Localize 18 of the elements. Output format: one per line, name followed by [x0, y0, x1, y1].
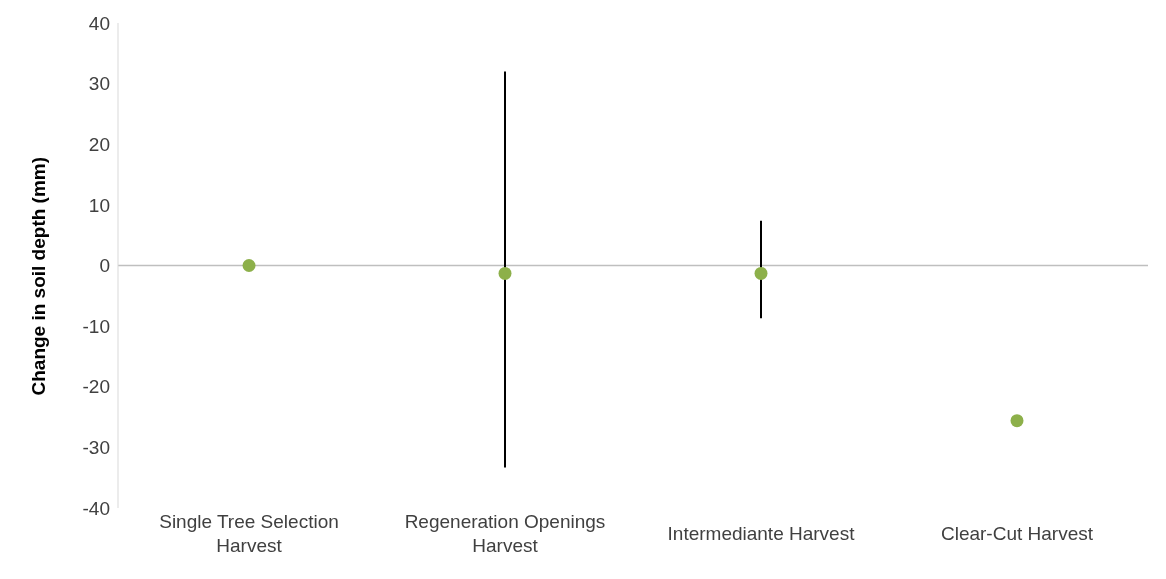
- x-tick-label: Clear-Cut Harvest: [940, 523, 1094, 544]
- point: [498, 266, 512, 280]
- x-tick-label: Regeneration Openings Harvest: [404, 511, 606, 556]
- y-tick-label: -10: [82, 315, 110, 337]
- point: [242, 259, 256, 272]
- y-tick-label: 10: [88, 194, 110, 216]
- y-tick-label: -40: [82, 497, 110, 519]
- point: [1010, 414, 1024, 428]
- y-tick-label: 40: [88, 12, 110, 34]
- y-tick-label: -30: [82, 437, 110, 459]
- point: [754, 266, 768, 280]
- y-tick-label: -20: [82, 376, 110, 398]
- y-tick-label: 20: [88, 133, 110, 155]
- x-tick-label: Intermediante Harvest: [667, 523, 856, 544]
- x-tick-label: Single Tree Selection Harvest: [159, 511, 339, 556]
- y-tick-label: 30: [88, 73, 110, 95]
- y-axis-title: Change in soil depth (mm): [27, 156, 49, 396]
- y-tick-label: 0: [99, 255, 110, 277]
